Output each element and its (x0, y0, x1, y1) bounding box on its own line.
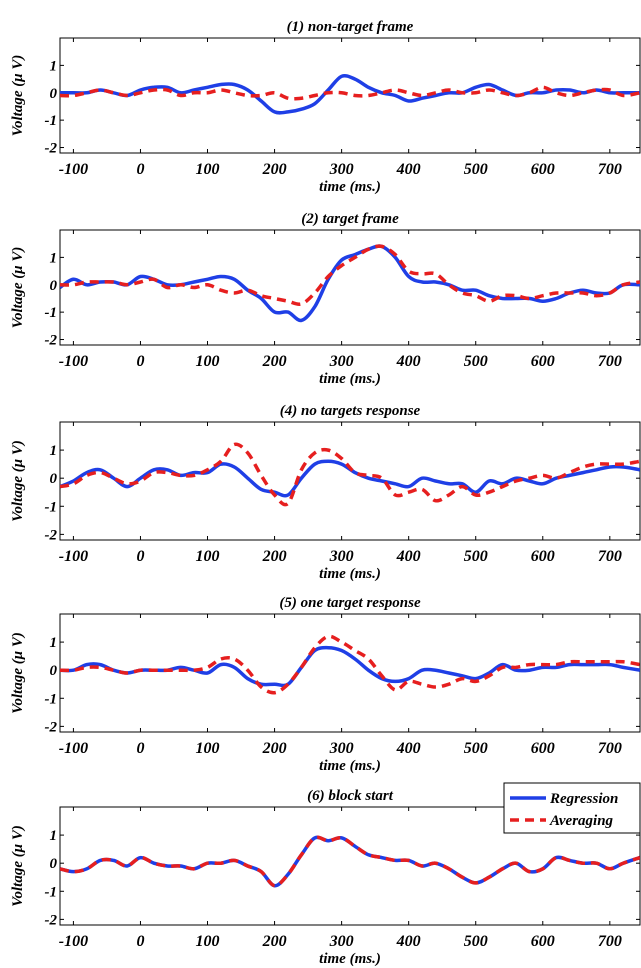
x-tick-label: 700 (598, 548, 622, 565)
x-tick-label: 300 (329, 548, 354, 565)
x-tick-label: 0 (136, 353, 144, 370)
series-line-averaging (60, 244, 640, 306)
y-axis-label: Voltage (μ V) (10, 825, 26, 907)
y-tick-label: -1 (45, 113, 58, 129)
x-tick-label: -100 (59, 740, 88, 757)
x-tick-label: 200 (262, 161, 287, 178)
series-line-regression (60, 645, 640, 688)
chart-title: (2) target frame (301, 211, 399, 227)
y-tick-label: -2 (45, 141, 58, 157)
x-tick-label: 300 (329, 933, 354, 950)
x-tick-label: 0 (136, 933, 144, 950)
y-tick-label: 1 (50, 443, 58, 459)
legend-label-regression: Regression (549, 791, 618, 807)
chart-title: (4) no targets response (280, 403, 421, 419)
y-axis-label: Voltage (μ V) (10, 55, 26, 137)
chart-title: (1) non-target frame (287, 19, 414, 35)
x-tick-label: 0 (136, 740, 144, 757)
x-tick-label: 300 (329, 353, 354, 370)
y-tick-label: 0 (50, 278, 58, 294)
y-tick-label: 0 (50, 471, 58, 487)
plot-frame (59, 229, 641, 346)
y-axis-label: Voltage (μ V) (10, 632, 26, 714)
x-tick-label: 400 (396, 548, 421, 565)
plot-frame (59, 613, 641, 733)
x-tick-label: 500 (464, 353, 488, 370)
chart-title: (6) block start (307, 788, 394, 804)
x-tick-label: 500 (464, 740, 488, 757)
x-tick-label: 400 (396, 740, 421, 757)
x-tick-label: 600 (531, 548, 555, 565)
x-tick-label: 0 (136, 548, 144, 565)
x-tick-label: 0 (136, 161, 144, 178)
x-tick-label: 100 (196, 548, 220, 565)
y-tick-label: -1 (45, 884, 58, 900)
x-axis-label: time (ms.) (319, 371, 381, 387)
series-line-regression (60, 73, 640, 115)
x-tick-label: 700 (598, 353, 622, 370)
x-axis-label: time (ms.) (319, 951, 381, 967)
x-tick-label: 300 (329, 740, 354, 757)
y-tick-label: 0 (50, 663, 58, 679)
series-line-regression (60, 244, 640, 323)
x-tick-label: 700 (598, 161, 622, 178)
x-tick-label: 400 (396, 353, 421, 370)
x-tick-label: -100 (59, 933, 88, 950)
x-tick-label: -100 (59, 353, 88, 370)
x-tick-label: 100 (196, 740, 220, 757)
x-tick-label: 700 (598, 740, 622, 757)
series-line-averaging (60, 835, 640, 888)
x-tick-label: 600 (531, 933, 555, 950)
x-tick-label: 700 (598, 933, 622, 950)
x-axis-label: time (ms.) (319, 179, 381, 195)
x-tick-label: -100 (59, 161, 88, 178)
x-tick-label: 100 (196, 161, 220, 178)
y-tick-label: -2 (45, 912, 58, 928)
x-tick-label: 200 (262, 933, 287, 950)
y-tick-label: -1 (45, 305, 58, 321)
x-tick-label: -100 (59, 548, 88, 565)
y-tick-label: -2 (45, 719, 58, 735)
y-tick-label: -1 (45, 499, 58, 515)
x-tick-label: 500 (464, 548, 488, 565)
y-tick-label: -2 (45, 333, 58, 349)
chart-title: (5) one target response (279, 595, 421, 611)
x-tick-label: 300 (329, 161, 354, 178)
plot-frame (59, 37, 641, 154)
y-tick-label: 0 (50, 86, 58, 102)
y-axis-label: Voltage (μ V) (10, 440, 26, 522)
series-line-averaging (60, 634, 640, 695)
x-axis-label: time (ms.) (319, 566, 381, 582)
y-tick-label: -1 (45, 691, 58, 707)
series-line-averaging (60, 442, 640, 507)
legend-box (503, 782, 641, 834)
y-tick-label: 1 (50, 828, 58, 844)
x-tick-label: 500 (464, 161, 488, 178)
x-tick-label: 100 (196, 933, 220, 950)
y-tick-label: 0 (50, 856, 58, 872)
plot-frame (59, 421, 641, 541)
series-line-averaging (60, 85, 640, 101)
y-axis-label: Voltage (μ V) (10, 247, 26, 329)
x-tick-label: 400 (396, 161, 421, 178)
x-axis-label: time (ms.) (319, 758, 381, 774)
y-tick-label: -2 (45, 527, 58, 543)
legend-label-averaging: Averaging (549, 813, 614, 829)
x-tick-label: 600 (531, 353, 555, 370)
y-tick-label: 1 (50, 58, 58, 74)
x-tick-label: 200 (262, 740, 287, 757)
x-tick-label: 200 (262, 353, 287, 370)
x-tick-label: 500 (464, 933, 488, 950)
x-tick-label: 200 (262, 548, 287, 565)
x-tick-label: 600 (531, 740, 555, 757)
x-tick-label: 400 (396, 933, 421, 950)
x-tick-label: 100 (196, 353, 220, 370)
plot-frame (59, 806, 641, 926)
y-tick-label: 1 (50, 250, 58, 266)
x-tick-label: 600 (531, 161, 555, 178)
y-tick-label: 1 (50, 635, 58, 651)
